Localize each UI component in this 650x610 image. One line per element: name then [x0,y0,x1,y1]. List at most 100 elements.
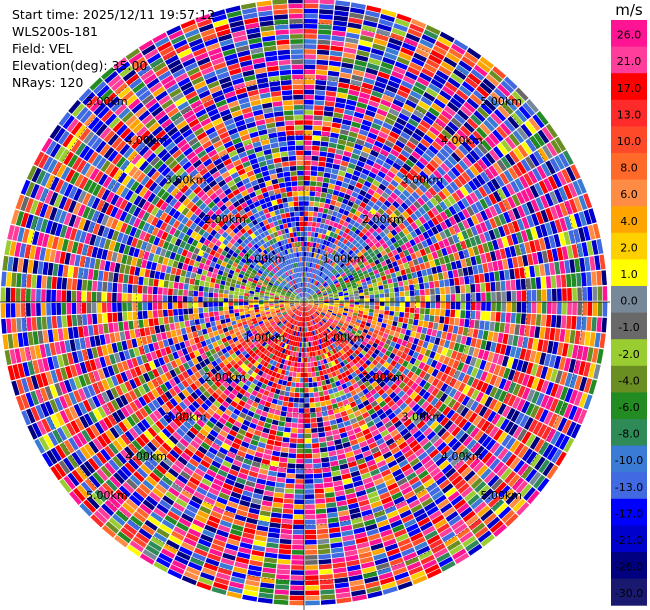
velocity-bin [304,357,308,363]
velocity-bin [392,144,403,153]
velocity-bin [344,227,351,234]
velocity-bin [408,336,415,344]
velocity-bin [378,256,385,263]
velocity-bin [388,244,396,251]
velocity-bin [435,180,445,190]
velocity-bin [305,332,308,337]
velocity-bin [317,277,322,282]
velocity-bin [334,5,350,12]
velocity-bin [304,272,306,277]
velocity-bin [390,32,405,42]
velocity-bin [310,278,313,284]
velocity-bin [507,167,518,180]
velocity-bin [325,435,334,442]
velocity-bin [304,443,312,449]
velocity-bin [398,214,406,222]
velocity-bin [270,387,276,393]
velocity-bin [289,595,304,601]
velocity-bin [290,570,304,575]
velocity-bin [331,194,338,201]
velocity-bin [470,293,476,302]
velocity-bin [491,291,496,302]
velocity-bin [383,284,389,289]
velocity-bin [374,305,380,310]
velocity-bin [357,44,371,53]
velocity-bin [532,114,545,129]
velocity-bin [315,253,320,259]
velocity-bin [286,381,292,387]
velocity-bin [401,236,409,244]
velocity-bin [525,278,532,290]
velocity-bin [354,304,360,308]
velocity-bin [363,77,375,85]
velocity-bin [417,142,428,152]
velocity-bin [299,337,303,342]
velocity-bin [499,270,505,281]
velocity-bin [337,87,349,94]
velocity-bin [290,428,298,433]
velocity-bin [311,367,315,372]
velocity-bin [500,312,506,323]
velocity-bin [330,275,335,280]
velocity-bin [504,98,518,112]
velocity-bin [304,226,308,232]
velocity-bin [354,198,362,206]
velocity-bin [304,110,314,115]
velocity-bin [313,279,317,285]
velocity-bin [459,186,469,197]
velocity-bin [574,258,581,273]
velocity-bin [443,56,458,68]
velocity-bin [424,314,430,322]
velocity-bin [331,35,345,42]
velocity-bin [364,237,372,245]
velocity-bin [404,290,410,297]
velocity-bin [425,148,436,159]
velocity-bin [346,255,353,262]
velocity-bin [310,284,313,289]
velocity-bin [435,204,444,214]
velocity-bin [380,61,394,70]
velocity-bin [349,258,355,264]
velocity-bin [307,226,312,232]
velocity-bin [345,241,352,247]
velocity-bin [558,152,570,168]
velocity-bin [329,50,343,57]
velocity-bin [353,263,359,269]
velocity-bin [510,312,516,324]
velocity-bin [309,397,315,403]
velocity-bin [385,84,398,94]
velocity-bin [360,124,371,132]
velocity-bin [410,113,422,124]
velocity-bin [366,105,378,113]
velocity-bin [584,331,591,346]
velocity-bin [316,513,327,519]
velocity-bin [472,130,484,142]
velocity-bin [277,399,283,406]
velocity-bin [314,248,319,254]
velocity-bin [454,148,465,159]
velocity-bin [425,237,433,246]
velocity-bin [372,179,381,187]
velocity-bin [531,302,537,314]
velocity-bin [326,288,332,292]
velocity-bin [400,131,411,141]
velocity-bin [340,203,347,210]
velocity-bin [321,234,326,240]
velocity-bin [364,291,369,296]
velocity-bin [526,290,532,302]
velocity-bin [455,260,462,269]
velocity-bin [334,185,341,192]
velocity-bin [461,56,476,68]
velocity-bin [312,294,317,298]
velocity-bin [304,398,310,403]
velocity-bin [345,247,351,253]
velocity-bin [304,13,318,19]
velocity-bin [350,269,357,274]
velocity-bin [398,85,411,94]
velocity-bin [414,146,425,156]
velocity-bin [308,347,312,352]
velocity-bin [530,277,537,290]
velocity-bin [378,267,384,273]
velocity-bin [539,326,546,339]
velocity-bin [444,218,453,228]
